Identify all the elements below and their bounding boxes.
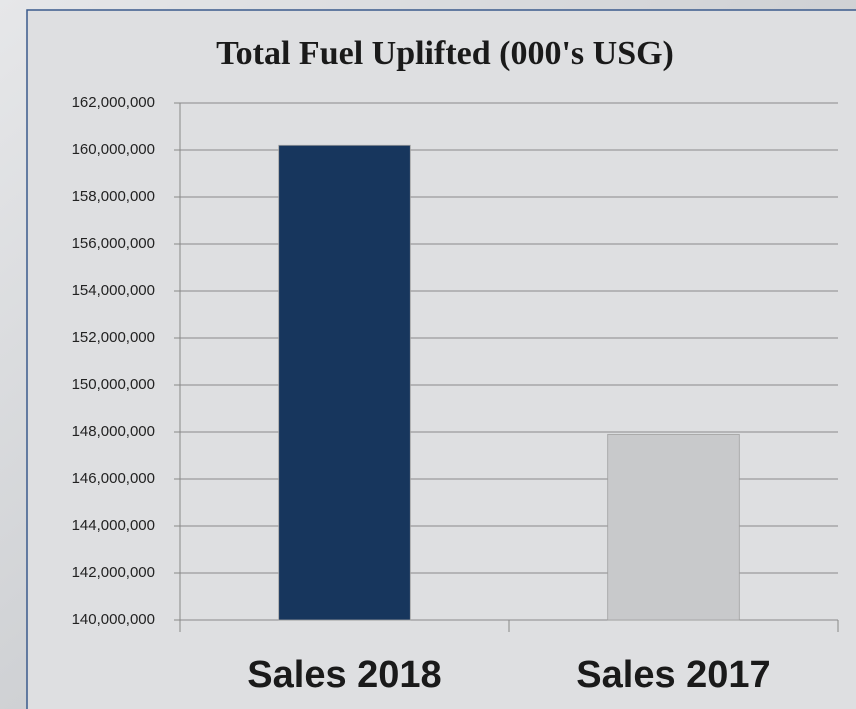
y-tick-label: 160,000,000 bbox=[72, 141, 155, 158]
y-tick-label: 162,000,000 bbox=[72, 94, 155, 111]
y-tick-label: 158,000,000 bbox=[72, 188, 155, 205]
chart-title: Total Fuel Uplifted (000's USG) bbox=[216, 35, 674, 72]
y-tick-label: 154,000,000 bbox=[72, 282, 155, 299]
y-tick-label: 140,000,000 bbox=[72, 611, 155, 628]
x-tick-label: Sales 2018 bbox=[247, 654, 441, 696]
bar bbox=[607, 433, 740, 621]
y-tick-label: 144,000,000 bbox=[72, 517, 155, 534]
y-tick-label: 156,000,000 bbox=[72, 235, 155, 252]
y-tick-label: 142,000,000 bbox=[72, 564, 155, 581]
y-tick-label: 148,000,000 bbox=[72, 423, 155, 440]
x-tick-label: Sales 2017 bbox=[576, 654, 770, 696]
y-tick-label: 146,000,000 bbox=[72, 470, 155, 487]
y-tick-label: 150,000,000 bbox=[72, 376, 155, 393]
bar bbox=[278, 144, 411, 621]
y-tick-label: 152,000,000 bbox=[72, 329, 155, 346]
